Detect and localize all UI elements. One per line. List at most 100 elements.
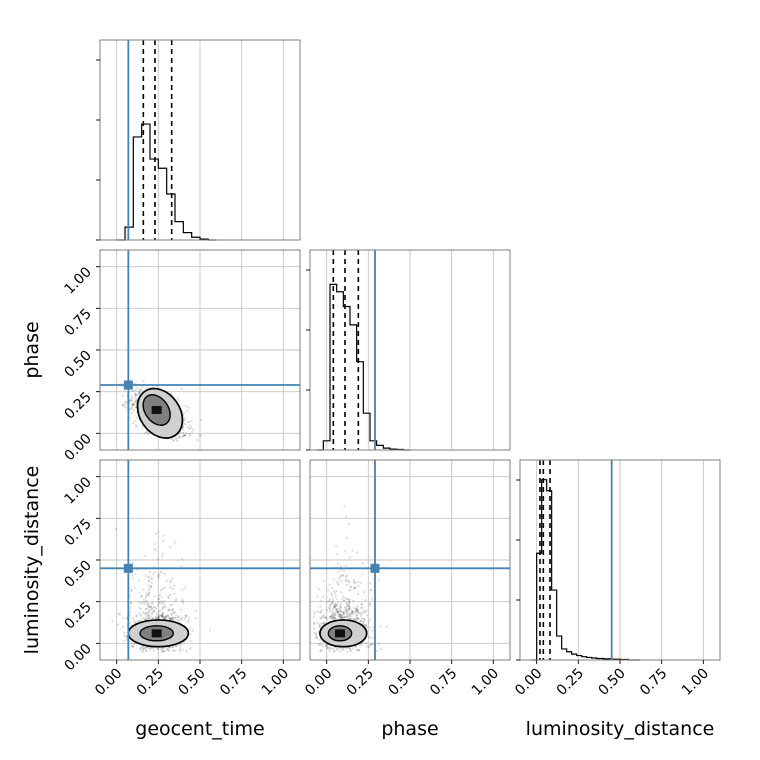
sample-point xyxy=(339,614,342,617)
sample-point xyxy=(316,621,319,624)
xtick-label-luminosity_distance-3: 0.75 xyxy=(637,666,670,699)
sample-point xyxy=(160,614,163,617)
sample-point xyxy=(360,617,363,620)
sample-point xyxy=(132,403,135,406)
sample-point xyxy=(336,647,339,650)
sample-point xyxy=(149,587,152,590)
sample-point xyxy=(340,591,343,594)
sample-point xyxy=(334,605,337,608)
sample-point xyxy=(144,574,147,578)
sample-point xyxy=(346,615,349,618)
sample-point xyxy=(338,607,341,610)
sample-point xyxy=(146,611,149,614)
sample-point xyxy=(172,618,175,621)
sample-point xyxy=(331,608,334,611)
sample-point xyxy=(313,623,316,626)
ylabel-phase: phase xyxy=(21,321,43,378)
sample-point xyxy=(157,604,160,607)
sample-point xyxy=(345,583,348,587)
sample-point xyxy=(157,614,160,617)
sample-point xyxy=(328,608,331,611)
sample-point xyxy=(183,434,186,437)
sample-point xyxy=(330,617,334,620)
sample-point xyxy=(345,610,348,614)
sample-point xyxy=(367,621,370,624)
sample-point xyxy=(130,588,133,591)
sample-point xyxy=(180,619,183,622)
sample-point xyxy=(175,437,178,440)
sample-point xyxy=(131,403,134,407)
sample-point xyxy=(333,617,336,620)
xlabel-phase: phase xyxy=(381,718,438,740)
sample-point xyxy=(174,617,177,620)
ytick-label-phase-1: 0.25 xyxy=(61,389,94,422)
sample-point xyxy=(154,607,157,611)
xlabel-geocent-time: geocent_time xyxy=(135,718,264,740)
sample-point xyxy=(355,618,358,621)
sample-point xyxy=(147,579,150,582)
sample-point xyxy=(136,387,139,390)
sample-point xyxy=(369,643,372,647)
sample-point xyxy=(336,580,339,583)
sample-point xyxy=(157,615,160,618)
sample-point xyxy=(146,602,150,605)
sample-point xyxy=(339,605,342,609)
sample-point xyxy=(142,647,145,651)
density-layer xyxy=(111,380,388,653)
sample-point xyxy=(348,599,351,602)
sample-point xyxy=(167,609,170,612)
sample-point xyxy=(152,606,155,609)
sample-point xyxy=(329,615,333,618)
sample-point xyxy=(332,647,335,650)
sample-point xyxy=(169,546,172,549)
sample-point xyxy=(347,610,350,613)
sample-point xyxy=(122,617,125,620)
sample-point xyxy=(131,617,135,620)
sample-point xyxy=(327,599,330,602)
sample-point xyxy=(134,388,137,391)
contour-outer-line-phase_vs_luminosity_distance xyxy=(319,619,368,648)
sample-point xyxy=(149,616,152,619)
sample-point xyxy=(134,419,137,422)
sample-point xyxy=(364,623,367,627)
sample-point xyxy=(344,579,347,582)
sample-point xyxy=(333,616,336,619)
sample-point xyxy=(147,606,150,609)
sample-point xyxy=(337,571,340,574)
sample-point xyxy=(355,614,358,617)
sample-point xyxy=(361,561,364,565)
sample-point xyxy=(151,577,154,580)
sample-point xyxy=(351,612,354,615)
sample-point xyxy=(333,617,336,620)
sample-point xyxy=(172,439,175,442)
sample-point xyxy=(157,601,161,604)
sample-point xyxy=(162,606,165,609)
sample-point xyxy=(177,615,180,618)
sample-point xyxy=(174,649,177,653)
sample-point xyxy=(355,607,358,611)
sample-point xyxy=(148,605,151,608)
xtick-label-phase-1: 0.25 xyxy=(344,666,377,699)
sample-point xyxy=(324,645,327,648)
sample-point xyxy=(152,610,155,613)
sample-point xyxy=(360,602,363,606)
sample-point xyxy=(153,571,156,574)
sample-point xyxy=(355,610,358,613)
sample-point xyxy=(337,601,340,604)
sample-point xyxy=(331,597,334,600)
sample-point xyxy=(182,425,185,429)
sample-point xyxy=(161,614,164,617)
sample-point xyxy=(347,608,350,611)
sample-point xyxy=(329,604,332,607)
sample-point xyxy=(334,603,337,606)
sample-point xyxy=(331,616,334,619)
sample-point xyxy=(349,585,352,588)
sample-point xyxy=(153,595,156,598)
sample-point xyxy=(132,644,135,648)
sample-point xyxy=(313,627,316,630)
sample-point xyxy=(130,601,133,604)
sample-point xyxy=(176,397,179,400)
sample-point xyxy=(125,400,128,403)
sample-point xyxy=(179,646,182,649)
sample-point xyxy=(343,611,346,614)
